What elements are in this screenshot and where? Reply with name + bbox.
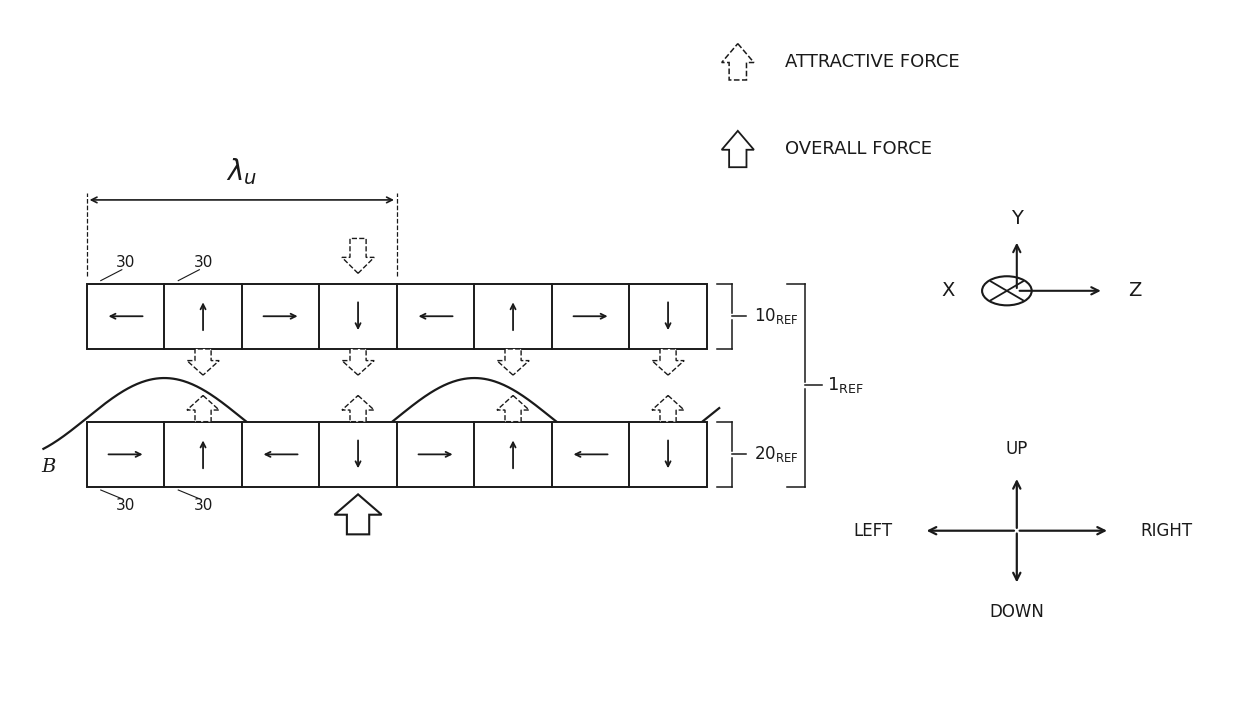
Text: B: B bbox=[41, 459, 56, 476]
Text: OVERALL FORCE: OVERALL FORCE bbox=[785, 140, 932, 158]
Bar bbox=[87, 284, 707, 349]
Polygon shape bbox=[497, 349, 529, 375]
Text: 20$_{\mathregular{REF}}$: 20$_{\mathregular{REF}}$ bbox=[754, 444, 799, 465]
Polygon shape bbox=[187, 349, 219, 375]
Text: 30: 30 bbox=[193, 255, 213, 270]
Text: DOWN: DOWN bbox=[990, 603, 1044, 622]
Text: $\lambda_u$: $\lambda_u$ bbox=[226, 156, 258, 187]
Polygon shape bbox=[497, 395, 529, 422]
Text: 30: 30 bbox=[115, 498, 135, 513]
Text: Y: Y bbox=[1011, 209, 1023, 228]
Text: 30: 30 bbox=[193, 498, 213, 513]
Polygon shape bbox=[335, 494, 382, 534]
Text: Z: Z bbox=[1128, 281, 1142, 300]
Text: 30: 30 bbox=[115, 255, 135, 270]
Text: RIGHT: RIGHT bbox=[1141, 522, 1193, 539]
Polygon shape bbox=[722, 131, 754, 167]
Text: ATTRACTIVE FORCE: ATTRACTIVE FORCE bbox=[785, 53, 960, 71]
Bar bbox=[87, 422, 707, 487]
Text: 10$_{\mathregular{REF}}$: 10$_{\mathregular{REF}}$ bbox=[754, 306, 799, 326]
Polygon shape bbox=[342, 238, 374, 273]
Polygon shape bbox=[722, 44, 754, 80]
Text: 1$_{\mathregular{REF}}$: 1$_{\mathregular{REF}}$ bbox=[827, 375, 864, 395]
Text: LEFT: LEFT bbox=[853, 522, 893, 539]
Polygon shape bbox=[652, 349, 684, 375]
Polygon shape bbox=[187, 395, 219, 422]
Polygon shape bbox=[342, 395, 374, 422]
Polygon shape bbox=[652, 395, 684, 422]
Text: X: X bbox=[941, 281, 955, 300]
Polygon shape bbox=[342, 349, 374, 375]
Text: UP: UP bbox=[1006, 440, 1028, 458]
